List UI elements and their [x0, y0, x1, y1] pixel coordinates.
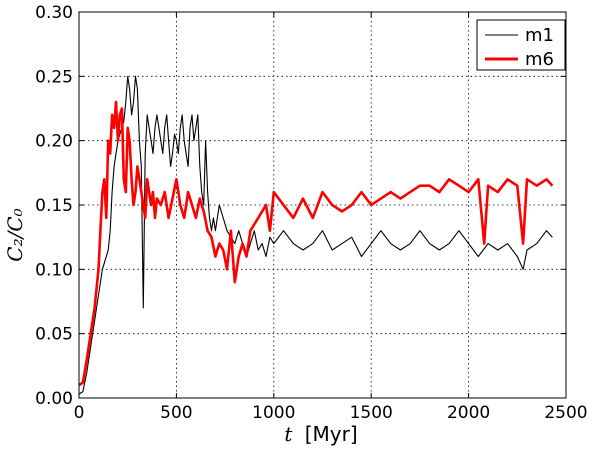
legend-label-m1: m1 — [525, 25, 554, 46]
y-tick-label: 0.05 — [35, 325, 73, 345]
y-tick-label: 0.30 — [35, 3, 73, 23]
legend-label-m6: m6 — [525, 49, 554, 70]
grid — [79, 12, 566, 398]
legend: m1 m6 — [476, 19, 566, 71]
y-tick-label: 0.10 — [35, 260, 73, 280]
y-tick-label: 0.25 — [35, 67, 73, 87]
y-tick-label: 0.00 — [35, 389, 73, 409]
x-tick-label: 2000 — [447, 403, 490, 423]
series-line-m6 — [78, 100, 554, 387]
x-tick-label: 500 — [160, 403, 192, 423]
x-tick-label: 1000 — [252, 403, 295, 423]
x-tick-label: 0 — [74, 403, 85, 423]
x-axis-label: t [Myr] — [284, 422, 357, 446]
ticks: 0 500 1000 1500 2000 2500 0.00 0.05 0.10 0.15 0.20… — [35, 3, 587, 423]
x-tick-label: 1500 — [350, 403, 393, 423]
legend-box — [476, 19, 566, 71]
y-tick-label: 0.20 — [35, 132, 73, 152]
series-layer — [78, 75, 554, 395]
series-line-m1 — [78, 75, 553, 395]
y-axis-label: C₂/C₀ — [3, 208, 27, 261]
x-tick-label: 2500 — [544, 403, 587, 423]
y-tick-label: 0.15 — [35, 196, 73, 216]
